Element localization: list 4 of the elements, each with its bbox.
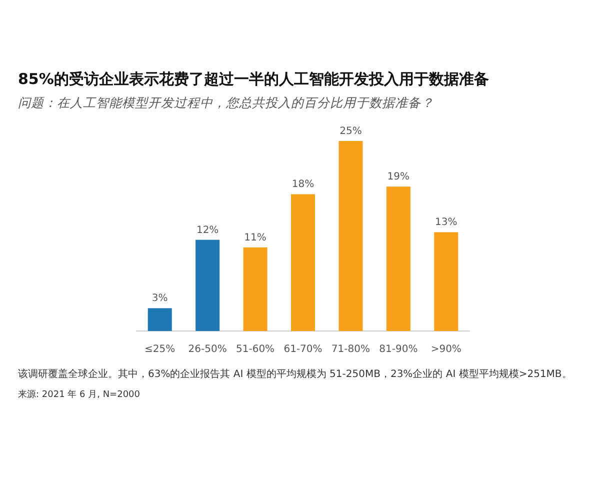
annotation: 来源: 2021 年 6 月, N=2000 <box>18 390 140 400</box>
annotation: 该调研覆盖全球企业。其中，63%的企业报告其 AI 模型的平均规模为 51-250MB，23%企业的 AI 模型平均规模>251MB。 <box>18 369 572 380</box>
title: 85%的受访企业表示花费了超过一半的人工智能开发投入用于数据准备 <box>18 70 489 88</box>
subtitle: 问题：在人工智能模型开发过程中，您总共投入的百分比用于数据准备？ <box>18 95 434 110</box>
